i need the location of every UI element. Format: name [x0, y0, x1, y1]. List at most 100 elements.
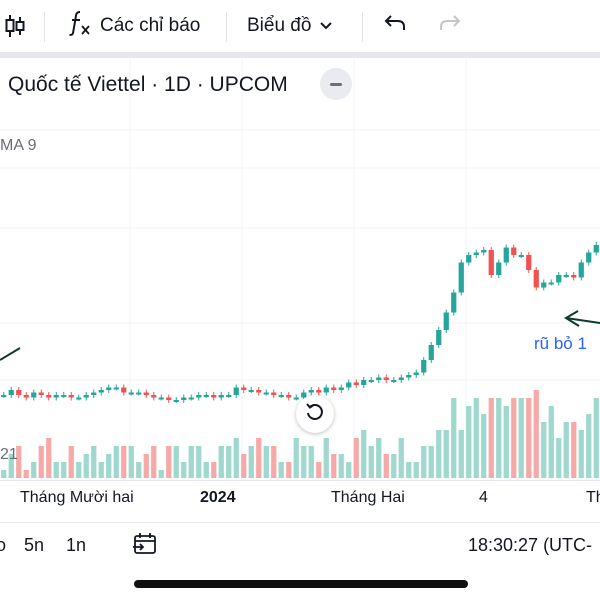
- indicators-label: Các chỉ báo: [100, 15, 201, 36]
- volume-bar: [233, 438, 239, 478]
- candle-body: [188, 397, 194, 400]
- candle-body: [121, 387, 127, 393]
- candle-body: [68, 395, 74, 398]
- candle-body: [256, 390, 262, 393]
- indicators-button[interactable]: Các chỉ báo: [68, 8, 200, 44]
- time-axis[interactable]: Tháng Mười hai 2024 Tháng Hai 4 Th: [0, 480, 600, 514]
- volume-bar: [308, 446, 314, 478]
- volume-bar: [98, 462, 104, 478]
- chart-type-label: Biểu đồ: [247, 15, 312, 36]
- candle-body: [413, 372, 419, 375]
- undo-button[interactable]: [383, 8, 407, 44]
- candle-body: [368, 380, 374, 382]
- volume-bar: [526, 398, 532, 478]
- candle-body: [173, 400, 179, 402]
- volume-bar: [451, 398, 457, 478]
- range-button-1y[interactable]: 1n: [66, 535, 87, 555]
- candle-body: [248, 390, 254, 392]
- candle-body: [496, 262, 502, 275]
- time-axis-label: Th: [586, 489, 600, 506]
- candle-body: [98, 390, 104, 393]
- volume-bar: [398, 438, 404, 478]
- candle-body: [541, 282, 547, 288]
- go-to-date-icon[interactable]: [132, 532, 158, 561]
- volume-bar: [61, 462, 67, 478]
- time-axis-label: 4: [479, 489, 488, 506]
- candle-body: [421, 360, 427, 373]
- ma-indicator-label[interactable]: MA 9: [0, 137, 37, 154]
- volume-bar: [181, 462, 187, 478]
- volume-bar: [136, 462, 142, 478]
- candle-body: [376, 377, 382, 380]
- minus-icon: [330, 82, 342, 86]
- volume-bar: [286, 462, 292, 478]
- candle-body: [113, 387, 119, 390]
- candle-body: [428, 345, 434, 360]
- volume-bar: [218, 446, 224, 478]
- volume-bar: [23, 470, 29, 478]
- reset-chart-button[interactable]: [296, 395, 334, 433]
- chart-drawings: [0, 310, 600, 361]
- volume-bar: [76, 462, 82, 478]
- price-chart[interactable]: [0, 60, 600, 480]
- volume-bar: [323, 438, 329, 478]
- candle-body: [556, 275, 562, 283]
- candle-body: [383, 377, 389, 380]
- toolbar-separator: [362, 12, 363, 42]
- volume-bar: [241, 454, 247, 478]
- clock-timezone[interactable]: 18:30:27 (UTC-: [468, 535, 593, 555]
- toolbar-separator: [44, 12, 45, 42]
- arrow-head-drawing: [564, 310, 580, 327]
- candle-body: [241, 387, 247, 390]
- function-icon: [68, 9, 92, 43]
- volume-bar: [143, 454, 149, 478]
- volume-bar: [256, 438, 262, 478]
- volume-bar: [473, 398, 479, 478]
- candle-body: [571, 275, 577, 278]
- chart-type-button[interactable]: Biểu đồ: [247, 8, 333, 44]
- time-axis-label: Tháng Mười hai: [20, 489, 134, 506]
- volume-value-label: 21: [0, 446, 18, 463]
- volume-bar: [83, 454, 89, 478]
- volume-bar: [301, 446, 307, 478]
- candle-body: [338, 387, 344, 390]
- annotation-text[interactable]: rũ bỏ 1: [534, 334, 587, 353]
- candle-body: [593, 245, 599, 253]
- volume-bar: [413, 462, 419, 478]
- candle-body: [563, 275, 569, 277]
- home-indicator: [134, 580, 468, 588]
- volume-bar: [248, 446, 254, 478]
- candle-body: [443, 312, 449, 330]
- range-button-partial[interactable]: o: [0, 535, 7, 555]
- candle-body: [316, 390, 322, 393]
- candle-body: [158, 397, 164, 400]
- candle-body: [53, 395, 59, 398]
- volume-bar: [188, 446, 194, 478]
- candles-icon[interactable]: [4, 8, 26, 44]
- volume-bar: [293, 438, 299, 478]
- volume-bar: [173, 446, 179, 478]
- candle-body: [466, 255, 472, 263]
- candle-body: [211, 395, 217, 398]
- volume-bar: [383, 454, 389, 478]
- candle-body: [16, 390, 22, 395]
- candle-body: [503, 247, 509, 263]
- redo-button[interactable]: [438, 8, 462, 44]
- volume-bar: [361, 430, 367, 478]
- range-button-5y[interactable]: 5n: [24, 535, 45, 555]
- volume-bar: [316, 462, 322, 478]
- bottom-toolbar: o 5n 1n 18:30:27 (UTC-: [0, 522, 600, 566]
- candle-body: [76, 397, 82, 400]
- candle-body: [323, 387, 329, 393]
- symbol-title[interactable]: Quốc tế Viettel · 1D · UPCOM: [8, 73, 288, 96]
- chart-grid: [0, 60, 600, 480]
- candle-body: [38, 392, 44, 395]
- volume-bar: [458, 430, 464, 478]
- undo-icon: [383, 13, 407, 39]
- candle-body: [196, 395, 202, 398]
- candlesticks: [1, 242, 599, 403]
- candle-body: [398, 377, 404, 380]
- collapse-legend-button[interactable]: [320, 68, 352, 100]
- volume-bar: [586, 414, 592, 478]
- volume-bar: [593, 398, 599, 478]
